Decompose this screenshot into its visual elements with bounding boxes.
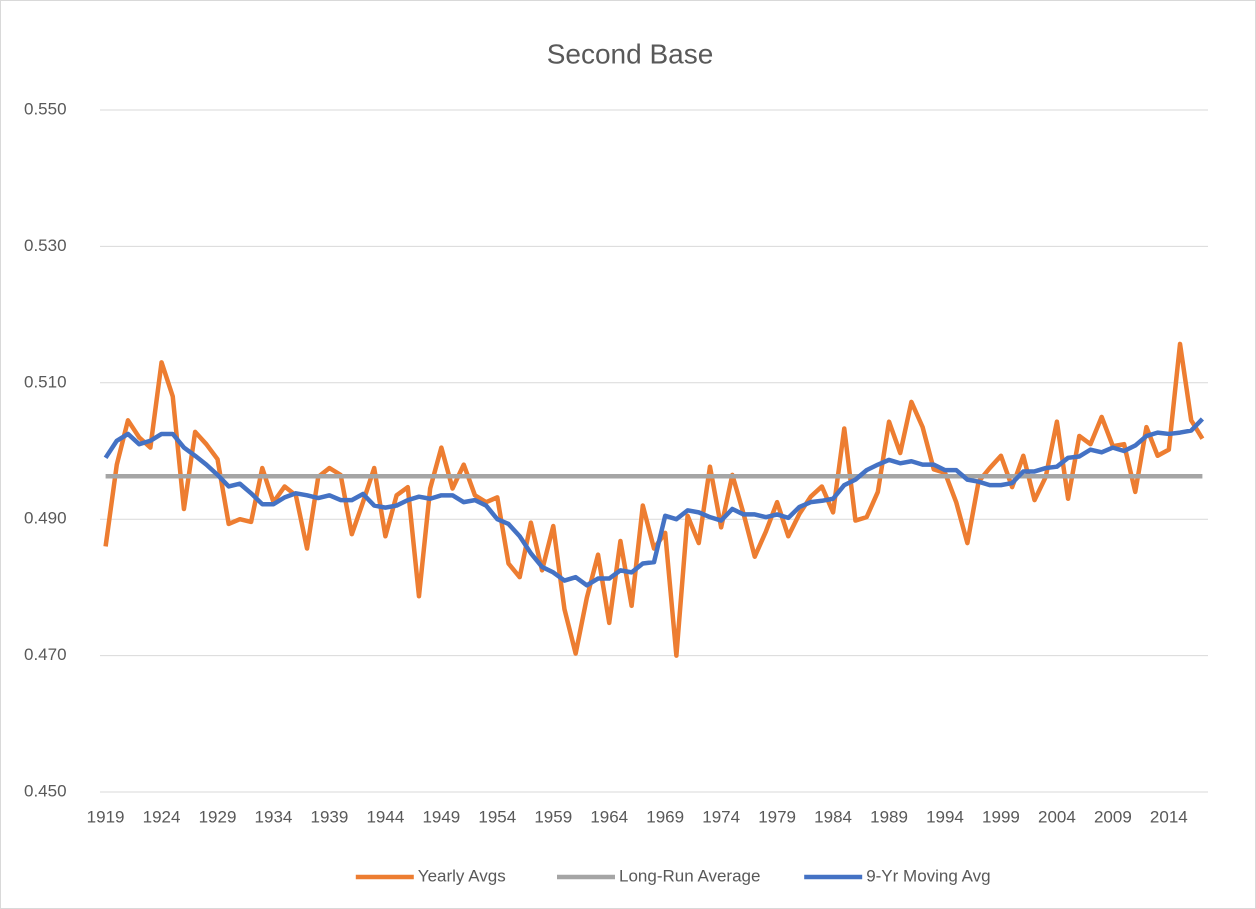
y-tick-label: 0.510 <box>24 372 67 391</box>
y-tick-label: 0.490 <box>24 509 67 528</box>
x-tick-label: 1979 <box>758 807 796 826</box>
x-tick-label: 1929 <box>199 807 237 826</box>
x-tick-label: 1949 <box>422 807 460 826</box>
chart-title: Second Base <box>547 38 714 69</box>
x-tick-label: 1994 <box>926 807 964 826</box>
series-line <box>103 417 1205 588</box>
y-tick-label: 0.450 <box>24 781 67 800</box>
x-tick-label: 1924 <box>143 807 181 826</box>
x-tick-label: 1964 <box>590 807 628 826</box>
x-tick-label: 1944 <box>366 807 404 826</box>
x-tick-label: 1934 <box>255 807 293 826</box>
series-line <box>103 341 1205 658</box>
x-tick-label: 1959 <box>534 807 572 826</box>
x-tick-label: 1989 <box>870 807 908 826</box>
x-tick-label: 2004 <box>1038 807 1076 826</box>
x-tick-label: 1999 <box>982 807 1020 826</box>
x-tick-label: 2014 <box>1150 807 1188 826</box>
x-tick-label: 2009 <box>1094 807 1132 826</box>
x-tick-label: 1984 <box>814 807 852 826</box>
x-tick-label: 1969 <box>646 807 684 826</box>
x-tick-label: 1974 <box>702 807 740 826</box>
x-tick-label: 1919 <box>87 807 125 826</box>
y-tick-label: 0.550 <box>24 99 67 118</box>
legend-label: Long-Run Average <box>619 866 760 885</box>
legend-label: 9-Yr Moving Avg <box>866 866 990 885</box>
y-tick-label: 0.470 <box>24 645 67 664</box>
x-tick-label: 1954 <box>478 807 516 826</box>
legend-label: Yearly Avgs <box>418 866 506 885</box>
x-tick-label: 1939 <box>311 807 349 826</box>
y-tick-label: 0.530 <box>24 236 67 255</box>
